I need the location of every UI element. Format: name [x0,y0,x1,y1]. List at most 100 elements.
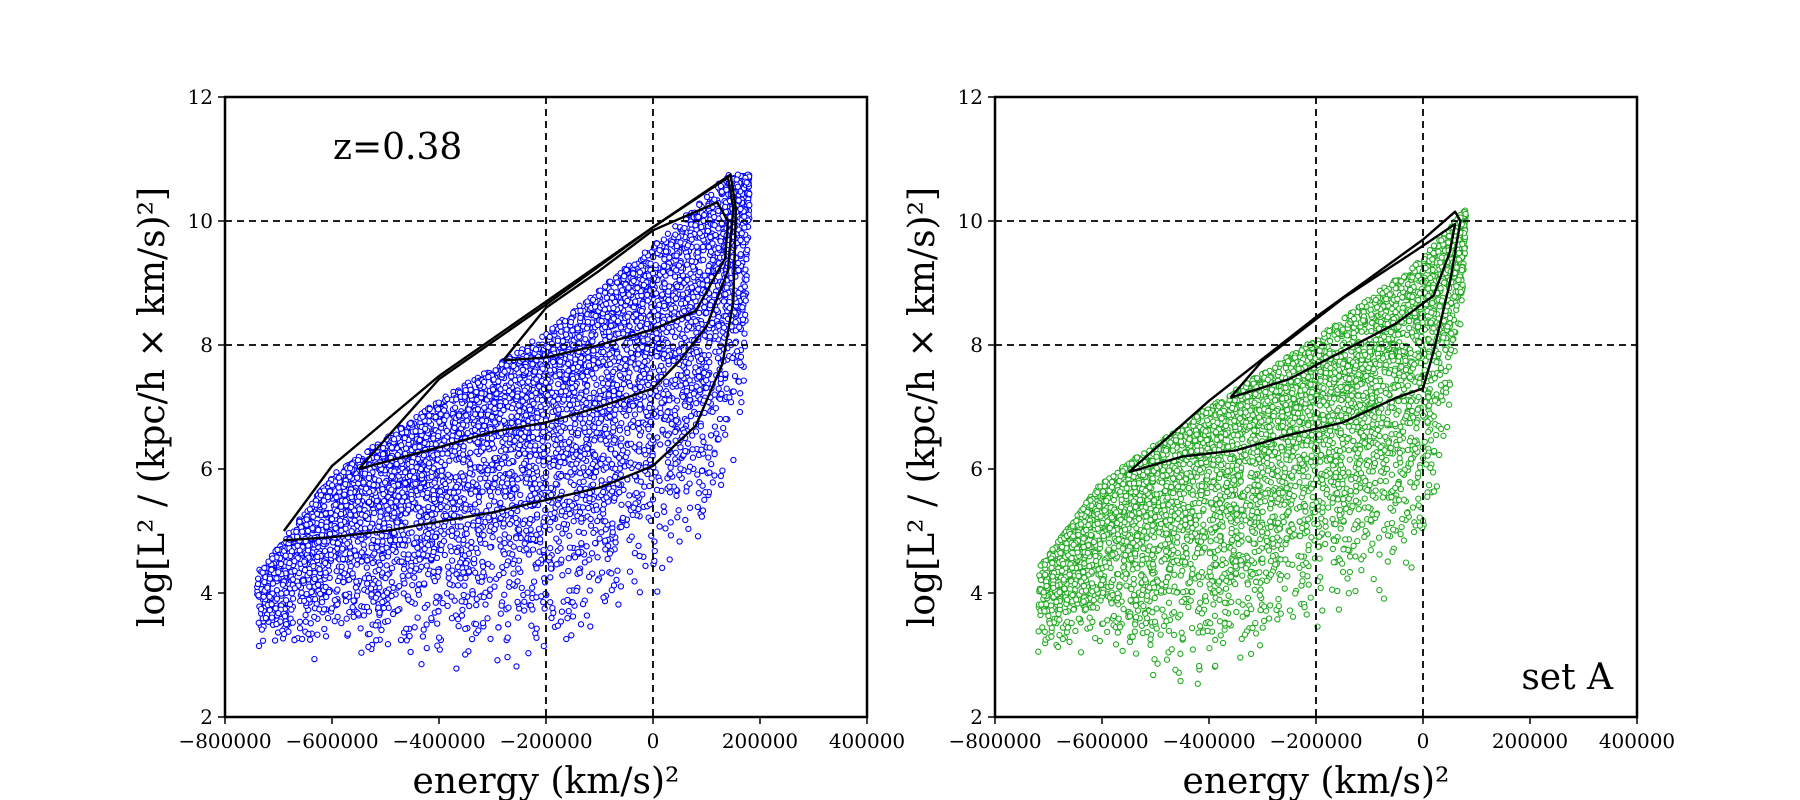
scatter-point [660,236,668,243]
scatter-point [356,506,363,513]
scatter-point [438,472,445,479]
scatter-point [607,446,615,453]
scatter-point [617,471,624,478]
scatter-point [435,634,443,641]
scatter-point [418,563,425,570]
scatter-point [566,424,574,431]
scatter-point [508,413,515,420]
scatter-point [460,591,467,599]
scatter-point [526,453,534,460]
scatter-point [569,599,576,606]
scatter-point [439,599,446,607]
scatter-point [693,400,700,407]
scatter-point [594,554,601,561]
scatter-point [440,523,448,530]
scatter-point [480,569,487,576]
scatter-point [603,369,610,376]
scatter-point [471,501,479,508]
scatter-point [466,460,474,467]
scatter-point [653,353,660,360]
scatter-point [358,558,365,565]
scatter-point [731,372,739,380]
scatter-point [698,467,706,475]
scatter-point [575,528,582,535]
scatter-point [600,348,607,356]
scatter-point [333,494,340,501]
scatter-point [460,443,467,450]
scatter-point [672,460,679,467]
scatter-point [532,346,540,353]
scatter-point [453,665,460,672]
scatter-point [633,365,640,372]
scatter-point [363,564,370,571]
scatter-point [497,543,504,550]
scatter-point [711,472,718,479]
scatter-point [637,478,644,485]
scatter-point [717,238,724,245]
scatter-point [585,468,592,476]
scatter-point [743,276,750,283]
scatter-point [705,454,712,461]
scatter-point [703,384,710,392]
scatter-point [450,505,458,512]
scatter-point [603,300,610,308]
scatter-point [354,498,361,505]
scatter-point [706,469,713,476]
scatter-point [593,429,600,436]
scatter-point [606,351,613,358]
scatter-point [636,552,643,560]
scatter-point [667,519,674,526]
scatter-point [441,461,448,469]
scatter-point [411,624,418,631]
scatter-point [738,399,745,406]
scatter-point [606,476,613,483]
scatter-point [600,594,607,601]
scatter-point [612,450,619,457]
scatter-point [461,582,468,589]
scatter-point [734,171,741,178]
scatter-point [664,409,671,416]
scatter-point [521,598,528,605]
scatter-point [480,532,487,539]
scatter-point [360,479,367,486]
scatter-point [739,304,746,311]
scatter-point [700,256,707,264]
scatter-point [483,482,491,489]
scatter-point [618,523,625,531]
scatter-point [592,365,599,372]
scatter-point [659,564,666,572]
scatter-point [720,424,727,432]
scatter-point [369,559,376,567]
scatter-point [576,470,584,477]
scatter-point [578,515,585,522]
scatter-point [683,369,691,376]
scatter-point [367,524,374,531]
scatter-point [642,562,649,570]
scatter-point [487,586,494,593]
scatter-point [439,450,446,457]
scatter-point [586,394,593,402]
scatter-point [599,455,606,463]
scatter-point [624,374,632,381]
scatter-point [314,581,322,589]
scatter-point [537,403,544,410]
scatter-point [385,506,392,513]
scatter-point [334,613,341,621]
scatter-point [585,504,592,512]
scatter-point [514,578,521,585]
scatter-point [664,432,671,439]
scatter-point [523,394,530,401]
scatter-point [437,546,445,554]
scatter-point [514,393,521,400]
scatter-point [678,372,685,379]
scatter-point [524,589,531,596]
scatter-point [552,480,559,487]
scatter-point [596,535,603,542]
scatter-point [604,380,612,387]
scatter-point [693,348,700,356]
scatter-point [635,425,643,433]
scatter-point [607,322,615,329]
scatter-point [428,511,435,518]
scatter-point [532,464,539,471]
scatter-point [651,547,658,555]
